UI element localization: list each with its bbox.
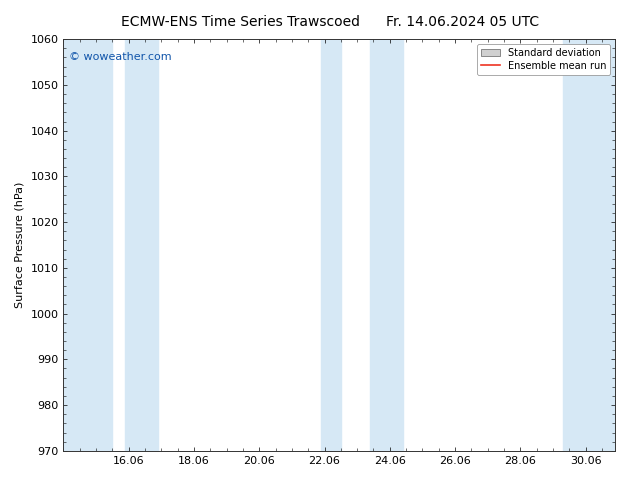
Bar	[563, 39, 615, 451]
Y-axis label: Surface Pressure (hPa): Surface Pressure (hPa)	[15, 182, 25, 308]
Text: ECMW-ENS Time Series Trawscoed: ECMW-ENS Time Series Trawscoed	[122, 15, 360, 29]
Bar	[126, 39, 158, 451]
Legend: Standard deviation, Ensemble mean run: Standard deviation, Ensemble mean run	[477, 44, 610, 75]
Bar	[370, 39, 403, 451]
Bar	[63, 39, 112, 451]
Text: © woweather.com: © woweather.com	[69, 51, 172, 62]
Text: Fr. 14.06.2024 05 UTC: Fr. 14.06.2024 05 UTC	[386, 15, 540, 29]
Bar	[321, 39, 341, 451]
